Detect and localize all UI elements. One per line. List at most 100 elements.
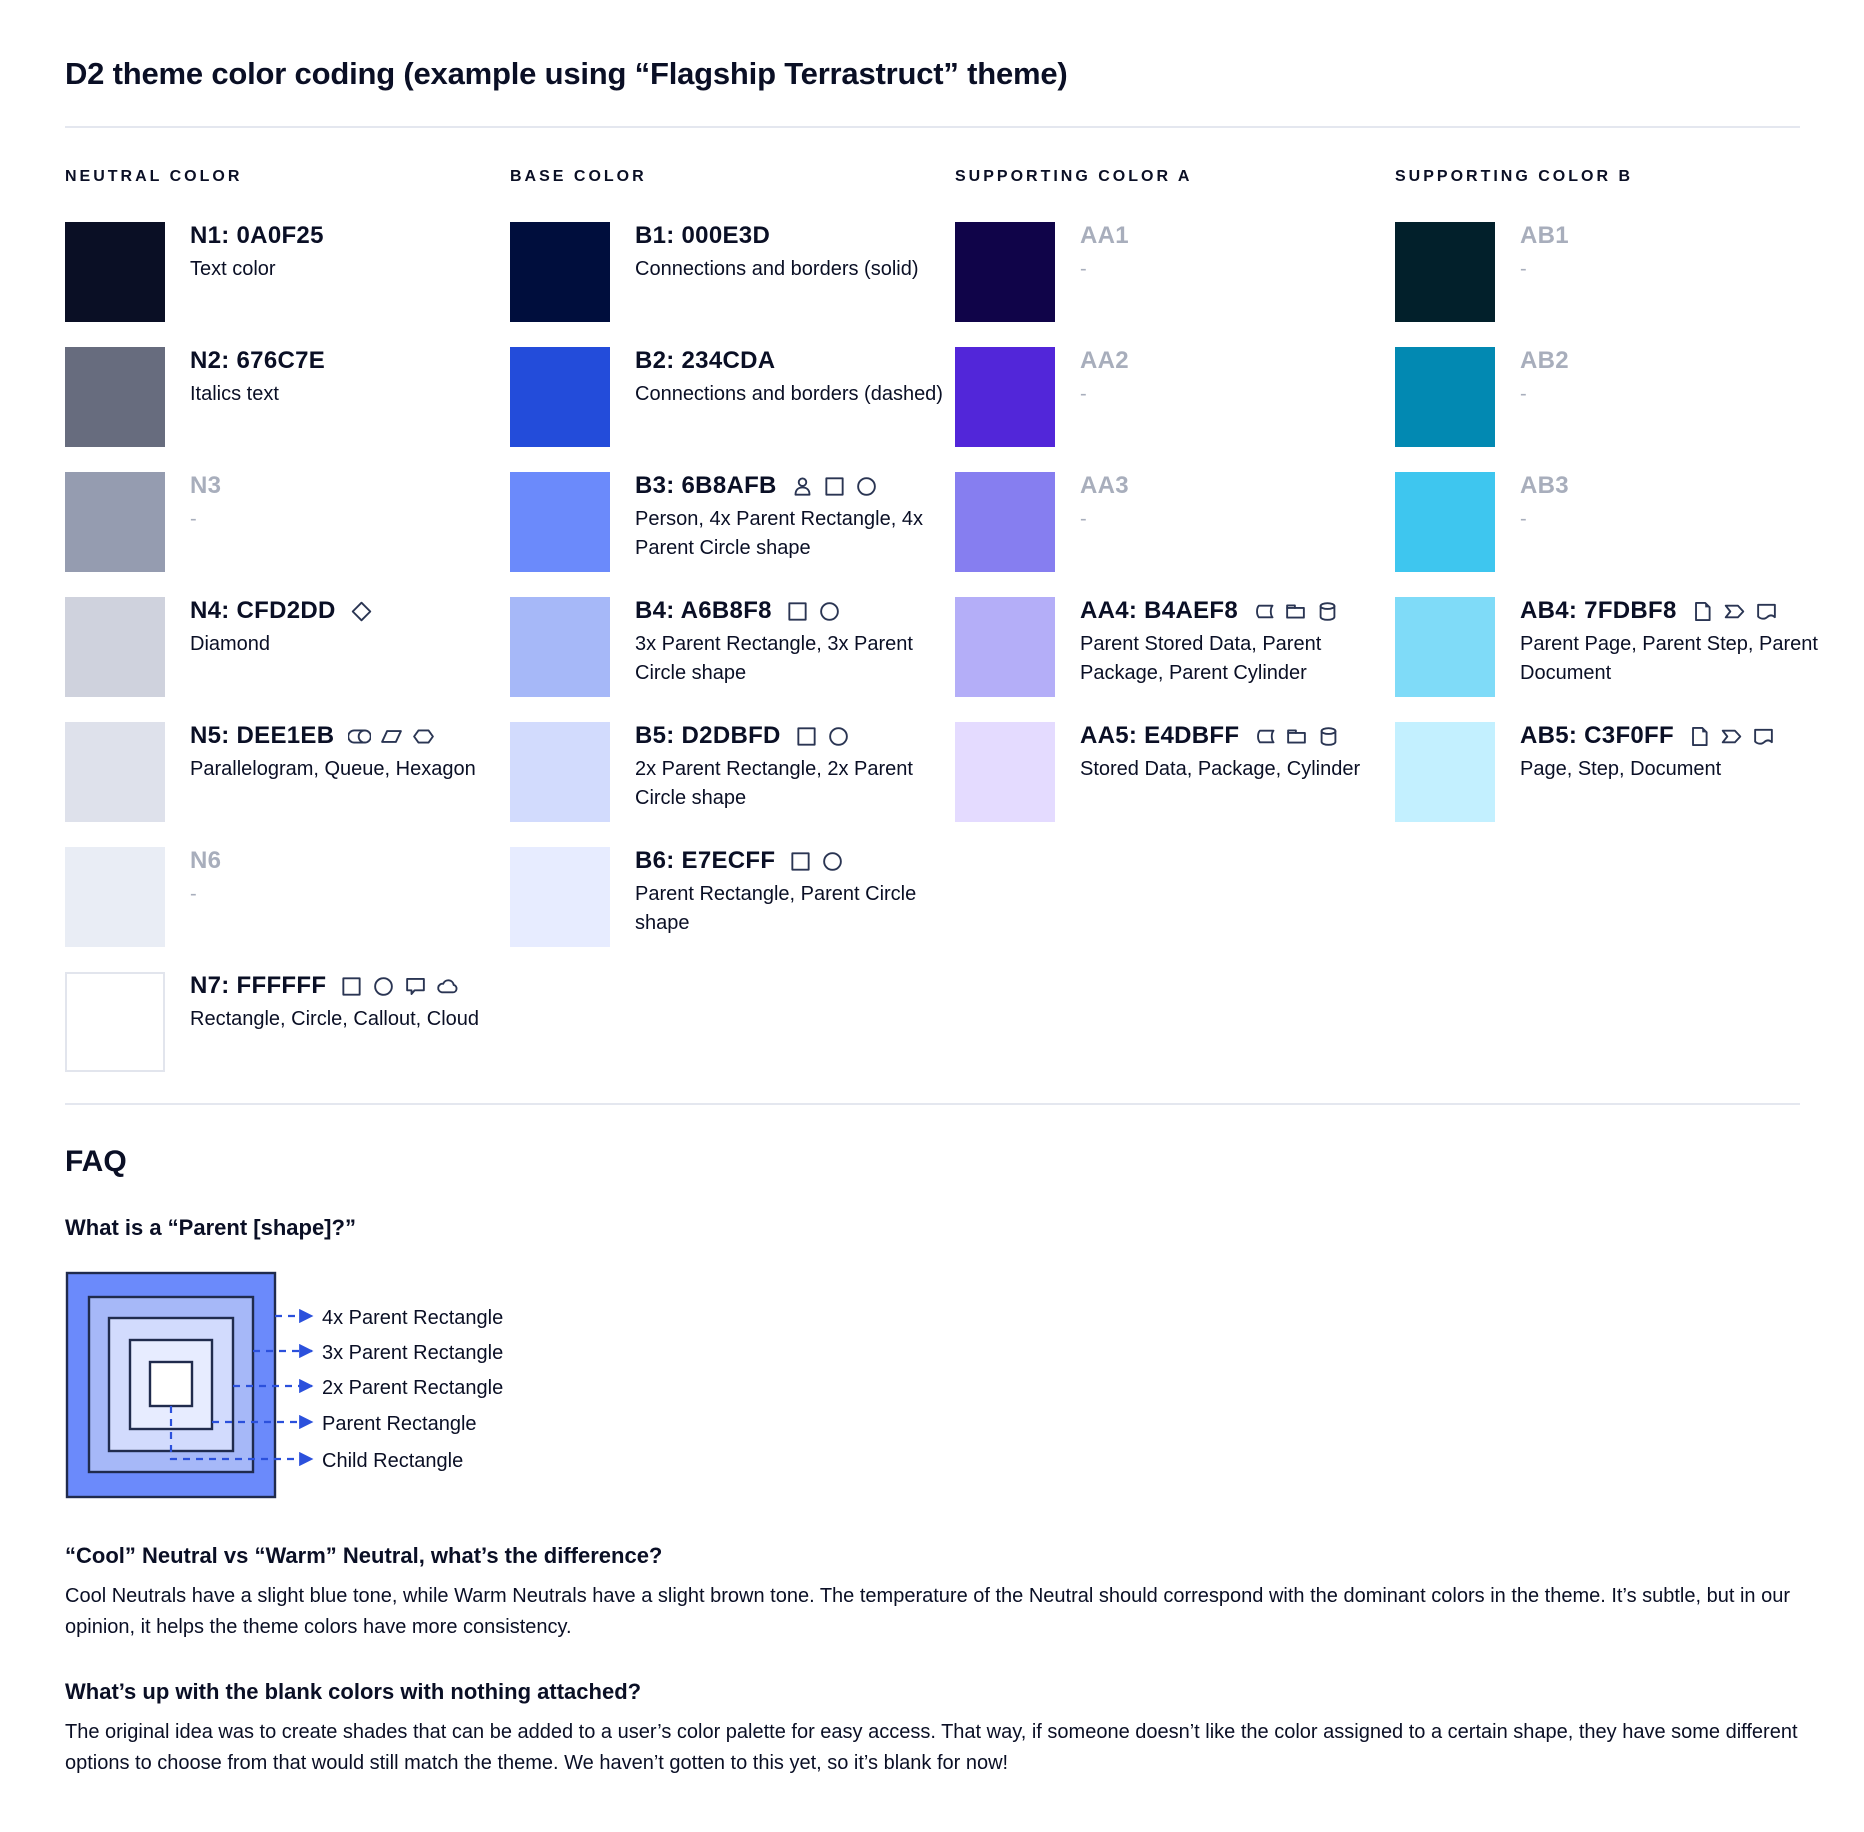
color-swatch-b6	[510, 847, 610, 947]
color-swatch-aa1	[955, 222, 1055, 322]
swatch-label: B6: E7ECFF	[635, 847, 776, 874]
swatch-row-ab5: AB5: C3F0FF Page, Step, Document	[1395, 722, 1830, 822]
color-swatch-ab5	[1395, 722, 1495, 822]
column-header: NEUTRAL COLOR	[65, 168, 243, 185]
swatch-desc: Page, Step, Document	[1520, 758, 1722, 780]
swatch-desc: Parent Rectangle, Parent Circle shape	[635, 883, 917, 934]
rectangle-icon	[823, 475, 846, 498]
swatch-desc: -	[1080, 383, 1087, 405]
swatch-desc: Stored Data, Package, Cylinder	[1080, 758, 1361, 780]
swatch-desc: Person, 4x Parent Rectangle, 4x Parent C…	[635, 508, 923, 559]
circle-icon	[821, 850, 844, 873]
column-base: BASE COLOR B1: 000E3D Connections and bo…	[510, 168, 955, 1097]
rectangle-icon	[340, 975, 363, 998]
color-swatch-aa4	[955, 597, 1055, 697]
swatch-desc: -	[190, 883, 197, 905]
swatch-label: B4: A6B8F8	[635, 597, 772, 624]
swatch-label: N4: CFD2DD	[190, 597, 336, 624]
swatch-label: B2: 234CDA	[635, 347, 776, 374]
faq-question-cool-warm: “Cool” Neutral vs “Warm” Neutral, what’s…	[65, 1543, 663, 1568]
swatch-label: AA3	[1080, 472, 1129, 499]
person-icon	[791, 475, 814, 498]
diagram-rect-child	[148, 1360, 194, 1408]
diagram-label-parent: Parent Rectangle	[322, 1413, 477, 1435]
cylinder-icon	[1316, 600, 1339, 623]
swatch-desc: Italics text	[190, 383, 279, 405]
cloud-icon	[436, 975, 459, 998]
swatch-desc: Connections and borders (dashed)	[635, 383, 943, 405]
page-icon	[1688, 725, 1711, 748]
color-swatch-aa5	[955, 722, 1055, 822]
page-title: D2 theme color coding (example using “Fl…	[65, 56, 1068, 91]
swatch-label: AB1	[1520, 222, 1569, 249]
document-icon	[1755, 600, 1778, 623]
cylinder-icon	[1317, 725, 1340, 748]
swatch-row-aa3: AA3 -	[955, 472, 1395, 572]
color-swatch-n7	[65, 972, 165, 1072]
color-swatch-aa3	[955, 472, 1055, 572]
swatch-row-aa5: AA5: E4DBFF Stored Data, Package, Cylind…	[955, 722, 1395, 822]
column-header: SUPPORTING COLOR A	[955, 168, 1193, 185]
swatch-desc: Connections and borders (solid)	[635, 258, 919, 280]
faq-question-blank-colors: What’s up with the blank colors with not…	[65, 1679, 642, 1704]
swatch-row-b2: B2: 234CDA Connections and borders (dash…	[510, 347, 955, 447]
column-supporting-b: SUPPORTING COLOR B AB1 - AB2 - AB3 - AB4…	[1395, 168, 1830, 1097]
swatch-row-n3: N3 -	[65, 472, 510, 572]
column-neutral: NEUTRAL COLOR N1: 0A0F25 Text color N2: …	[65, 168, 510, 1097]
swatch-row-n1: N1: 0A0F25 Text color	[65, 222, 510, 322]
swatch-label: AB5: C3F0FF	[1520, 722, 1674, 749]
swatch-row-n6: N6 -	[65, 847, 510, 947]
swatch-label: AB2	[1520, 347, 1569, 374]
swatch-label: B3: 6B8AFB	[635, 472, 777, 499]
rectangle-icon	[795, 725, 818, 748]
swatch-label: AA2	[1080, 347, 1129, 374]
circle-icon	[827, 725, 850, 748]
diagram-label-2x: 2x Parent Rectangle	[322, 1377, 503, 1399]
column-supporting-a: SUPPORTING COLOR A AA1 - AA2 - AA3 - AA4…	[955, 168, 1395, 1097]
swatch-desc: -	[1520, 383, 1527, 405]
swatch-label: B5: D2DBFD	[635, 722, 781, 749]
color-swatch-b4	[510, 597, 610, 697]
color-swatch-n4	[65, 597, 165, 697]
swatch-label: AB4: 7FDBF8	[1520, 597, 1677, 624]
color-swatch-n1	[65, 222, 165, 322]
color-swatch-aa2	[955, 347, 1055, 447]
swatch-desc: -	[190, 508, 197, 530]
color-swatch-b5	[510, 722, 610, 822]
swatch-desc: Parent Page, Parent Step, Parent Documen…	[1520, 633, 1818, 684]
swatch-row-b5: B5: D2DBFD 2x Parent Rectangle, 2x Paren…	[510, 722, 955, 822]
swatch-row-b1: B1: 000E3D Connections and borders (soli…	[510, 222, 955, 322]
swatch-label: N6	[190, 847, 222, 874]
rectangle-icon	[789, 850, 812, 873]
parallelogram-icon	[380, 725, 403, 748]
package-icon	[1284, 600, 1307, 623]
color-swatch-b3	[510, 472, 610, 572]
swatch-desc: Text color	[190, 258, 276, 280]
swatch-label: N7: FFFFFF	[190, 972, 327, 999]
color-swatch-b2	[510, 347, 610, 447]
swatch-row-aa2: AA2 -	[955, 347, 1395, 447]
faq-question-parent-shape: What is a “Parent [shape]?”	[65, 1215, 356, 1240]
swatch-desc: -	[1520, 258, 1527, 280]
faq-answer-cool-warm: Cool Neutrals have a slight blue tone, w…	[65, 1585, 1790, 1638]
swatch-desc: 2x Parent Rectangle, 2x Parent Circle sh…	[635, 758, 913, 809]
swatch-label: N1: 0A0F25	[190, 222, 324, 249]
color-palette: NEUTRAL COLOR N1: 0A0F25 Text color N2: …	[65, 168, 1818, 1097]
faq-heading: FAQ	[65, 1145, 127, 1178]
color-swatch-n2	[65, 347, 165, 447]
column-header: SUPPORTING COLOR B	[1395, 168, 1634, 185]
swatch-row-n2: N2: 676C7E Italics text	[65, 347, 510, 447]
swatch-desc: 3x Parent Rectangle, 3x Parent Circle sh…	[635, 633, 913, 684]
swatch-desc: Rectangle, Circle, Callout, Cloud	[190, 1008, 480, 1030]
swatch-desc: Diamond	[190, 633, 271, 655]
circle-icon	[855, 475, 878, 498]
swatch-row-ab3: AB3 -	[1395, 472, 1830, 572]
swatch-label: AA4: B4AEF8	[1080, 597, 1238, 624]
color-swatch-n6	[65, 847, 165, 947]
swatch-row-b3: B3: 6B8AFB Person, 4x Parent Rectangle, …	[510, 472, 955, 572]
swatch-row-ab2: AB2 -	[1395, 347, 1830, 447]
swatch-desc: -	[1080, 258, 1087, 280]
swatch-row-ab1: AB1 -	[1395, 222, 1830, 322]
faq-answer-blank-colors: The original idea was to create shades t…	[65, 1721, 1798, 1774]
connector-child	[169, 1406, 314, 1467]
